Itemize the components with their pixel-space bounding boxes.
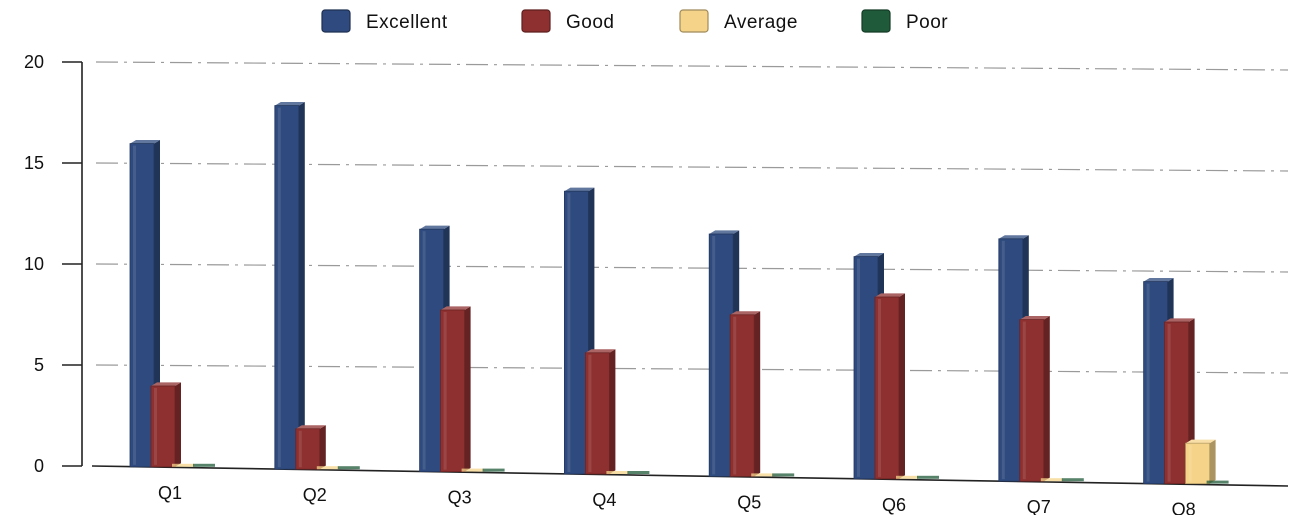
legend-label: Good xyxy=(566,12,614,33)
legend-item-average: Average xyxy=(679,9,798,33)
legend-swatch xyxy=(321,9,351,33)
bar-poor-q8 xyxy=(1206,480,1229,484)
x-tick-label: Q4 xyxy=(592,490,616,510)
y-tick-label: 20 xyxy=(24,52,44,72)
y-tick-label: 0 xyxy=(34,456,44,476)
bar-average-q7 xyxy=(1040,478,1063,482)
bar-good-q4 xyxy=(585,349,616,475)
legend-swatch xyxy=(861,9,891,33)
bar-average-q4 xyxy=(606,471,629,474)
bar-poor-q6 xyxy=(917,475,939,479)
legend-label: Average xyxy=(724,12,798,33)
legend-label: Poor xyxy=(906,12,948,33)
bar-average-q3 xyxy=(461,468,484,472)
legend-item-excellent: Excellent xyxy=(321,9,448,33)
legend: Excellent Good Average Poor xyxy=(321,9,948,33)
bar-average-q5 xyxy=(751,473,774,477)
bar-average-q2 xyxy=(316,466,339,470)
x-tick-label: Q1 xyxy=(158,483,182,503)
bar-excellent-q2 xyxy=(274,101,305,470)
bar-average-q8 xyxy=(1185,439,1216,485)
x-axis xyxy=(91,465,1289,487)
x-tick-label: Q8 xyxy=(1172,500,1196,515)
bar-poor-q1 xyxy=(193,463,215,467)
axes xyxy=(62,61,1289,487)
bar-poor-q7 xyxy=(1061,478,1084,482)
bar-good-q5 xyxy=(729,311,761,477)
x-tick-label: Q7 xyxy=(1027,497,1051,515)
bar-average-q6 xyxy=(896,475,918,479)
bar-poor-q2 xyxy=(337,466,360,470)
bar-good-q7 xyxy=(1019,316,1050,482)
x-tick-label: Q2 xyxy=(303,485,327,505)
bar-poor-q3 xyxy=(482,468,505,472)
legend-swatch xyxy=(521,9,551,33)
bar-excellent-q4 xyxy=(564,187,595,475)
bar-good-q1 xyxy=(150,382,181,468)
y-tick-label: 5 xyxy=(34,355,44,375)
bar-good-q8 xyxy=(1164,318,1195,485)
x-tick-label: Q5 xyxy=(737,492,761,512)
legend-swatch xyxy=(679,9,709,33)
bar-good-q2 xyxy=(295,425,326,470)
bar-poor-q4 xyxy=(627,471,650,474)
legend-label: Excellent xyxy=(366,12,448,33)
legend-item-poor: Poor xyxy=(861,9,948,33)
tick-labels: 0 5 10 15 20 Q1 Q2 Q3 Q4 Q5 Q6 Q7 Q8 xyxy=(24,52,1196,515)
x-tick-label: Q3 xyxy=(448,488,472,508)
gridline xyxy=(95,61,1289,71)
bar-poor-q5 xyxy=(772,473,795,477)
bar-good-q6 xyxy=(874,293,905,480)
bar-good-q3 xyxy=(440,306,471,472)
x-tick-label: Q6 xyxy=(882,495,906,515)
y-tick-label: 15 xyxy=(24,153,44,173)
bars xyxy=(129,101,1229,485)
y-tick-label: 10 xyxy=(24,254,44,274)
bar-average-q1 xyxy=(172,463,194,467)
legend-item-good: Good xyxy=(521,9,614,33)
